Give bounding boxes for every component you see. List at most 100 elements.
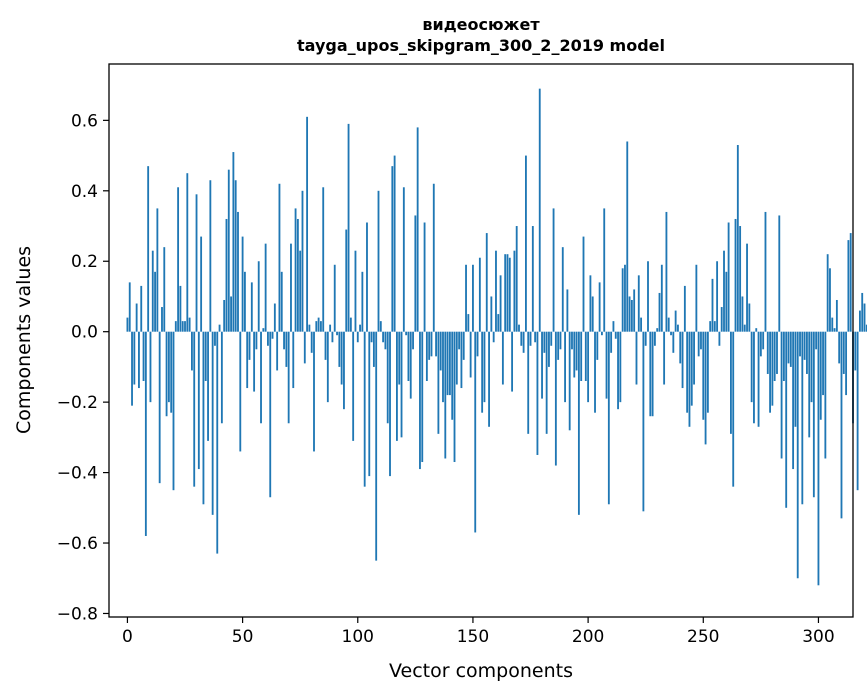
bar-284 (780, 331, 783, 459)
bar-261 (727, 222, 730, 332)
bar-27 (188, 317, 191, 332)
bar-33 (202, 331, 205, 505)
bar-236 (670, 331, 672, 336)
bar-123 (409, 331, 412, 399)
bar-319 (861, 292, 864, 332)
bar-126 (416, 127, 419, 332)
bar-234 (665, 211, 668, 332)
bar-96 (347, 123, 350, 332)
bar-115 (391, 166, 394, 332)
bar-246 (693, 331, 695, 385)
bar-250 (702, 331, 705, 420)
bar-285 (782, 331, 785, 381)
bar-12 (154, 271, 156, 332)
x-tick-label: 50 (232, 627, 254, 647)
bar-211 (612, 321, 615, 332)
bar-20 (172, 331, 175, 491)
bar-26 (186, 173, 189, 332)
bar-38 (214, 331, 216, 346)
bar-133 (432, 183, 435, 332)
x-axis-label: Vector components (389, 660, 573, 682)
bar-202 (591, 296, 594, 332)
bar-53 (248, 331, 251, 360)
bar-263 (732, 331, 735, 487)
bar-281 (773, 331, 776, 381)
bar-282 (776, 331, 778, 374)
bar-288 (789, 331, 792, 367)
bar-49 (239, 331, 242, 452)
bar-32 (200, 236, 203, 332)
bar-198 (582, 236, 585, 332)
bar-270 (748, 303, 751, 332)
bar-224 (642, 331, 645, 512)
bar-15 (161, 307, 163, 332)
bar-190 (564, 331, 566, 403)
bar-13 (156, 208, 159, 332)
bar-233 (663, 331, 666, 385)
bar-129 (423, 222, 426, 332)
bar-221 (635, 331, 638, 385)
bar-24 (181, 321, 184, 332)
bar-225 (644, 331, 647, 346)
bar-78 (306, 116, 309, 332)
bar-14 (158, 331, 161, 484)
bar-137 (442, 331, 444, 403)
bar-182 (545, 331, 548, 434)
bar-227 (649, 331, 652, 417)
bar-66 (278, 183, 281, 332)
bar-43 (225, 218, 228, 332)
bar-191 (566, 289, 569, 332)
bar-195 (575, 331, 578, 371)
bar-220 (633, 289, 636, 332)
bar-86 (324, 331, 327, 360)
bar-140 (448, 331, 451, 396)
bar-215 (621, 268, 624, 332)
bar-152 (476, 331, 479, 357)
bar-35 (207, 331, 209, 441)
bar-258 (720, 307, 723, 332)
bar-230 (656, 328, 659, 332)
bar-29 (193, 331, 196, 487)
bar-162 (499, 275, 502, 332)
bar-19 (170, 331, 173, 413)
bar-117 (396, 331, 398, 441)
bar-58 (260, 331, 262, 424)
bar-136 (439, 331, 442, 371)
bar-3 (133, 331, 136, 385)
bar-193 (571, 331, 573, 350)
bar-275 (759, 331, 762, 357)
bar-304 (826, 254, 829, 332)
bar-192 (568, 331, 571, 431)
bar-276 (762, 331, 765, 350)
bar-267 (741, 296, 744, 332)
bar-274 (757, 331, 760, 427)
bar-218 (628, 296, 631, 332)
bar-223 (640, 317, 643, 332)
bar-187 (557, 331, 560, 360)
bar-183 (548, 331, 550, 367)
bar-177 (534, 331, 537, 343)
bar-130 (425, 331, 428, 381)
bar-204 (596, 331, 599, 360)
bar-6 (140, 285, 143, 332)
y-tick-label: −0.6 (57, 534, 98, 554)
bar-34 (204, 331, 207, 381)
bar-239 (677, 324, 679, 332)
bar-0 (126, 317, 129, 332)
bar-184 (550, 331, 553, 346)
bar-114 (389, 331, 391, 477)
bar-95 (345, 229, 348, 332)
bar-257 (718, 331, 721, 346)
bar-72 (292, 331, 295, 389)
x-tick-label: 200 (572, 627, 604, 647)
bar-207 (603, 208, 606, 332)
bar-199 (584, 331, 587, 381)
bar-213 (617, 331, 619, 410)
bar-97 (349, 317, 352, 332)
bar-194 (573, 331, 576, 378)
bar-62 (269, 331, 272, 498)
bar-264 (734, 218, 737, 332)
bar-52 (246, 331, 249, 389)
bar-77 (303, 331, 306, 364)
bar-203 (594, 331, 596, 413)
